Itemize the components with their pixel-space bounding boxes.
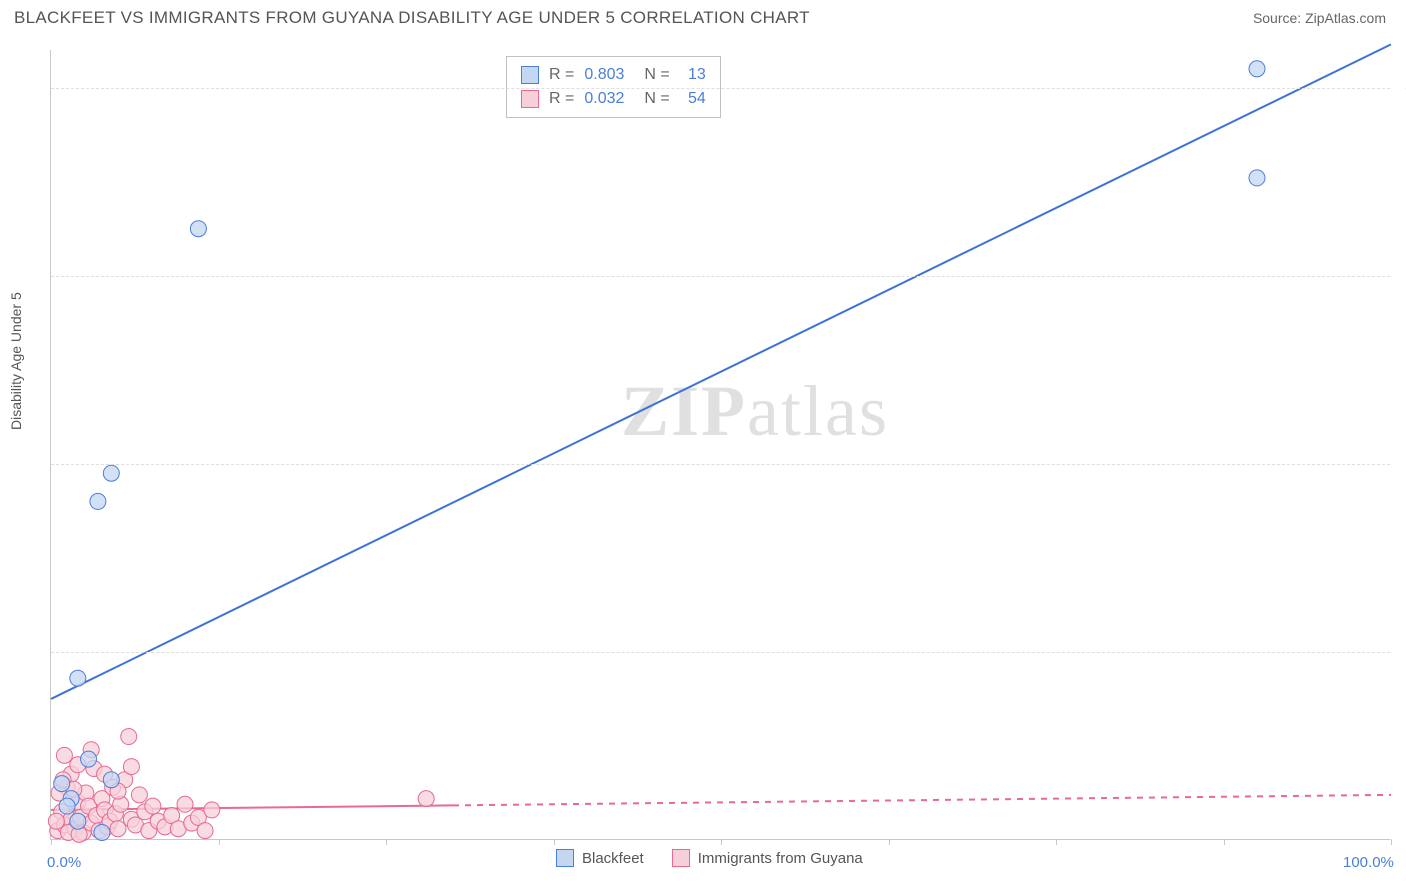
n-label: N = xyxy=(644,63,669,87)
grid-line xyxy=(51,652,1390,653)
xtick-mark xyxy=(386,839,387,845)
stats-row: R = 0.803 N = 13 xyxy=(521,63,706,87)
source-attribution: Source: ZipAtlas.com xyxy=(1253,10,1386,26)
y-axis-label: Disability Age Under 5 xyxy=(8,292,24,430)
grid-line xyxy=(51,464,1390,465)
chart-title: BLACKFEET VS IMMIGRANTS FROM GUYANA DISA… xyxy=(14,8,810,28)
legend-item: Blackfeet xyxy=(556,849,644,867)
legend-swatch xyxy=(556,849,574,867)
series-swatch xyxy=(521,66,539,84)
series-legend: Blackfeet Immigrants from Guyana xyxy=(556,849,863,867)
xtick-mark xyxy=(1056,839,1057,845)
grid-line xyxy=(51,88,1390,89)
r-value: 0.803 xyxy=(584,63,624,87)
n-label: N = xyxy=(644,87,669,111)
n-value: 13 xyxy=(680,63,706,87)
xtick-mark xyxy=(721,839,722,845)
xtick-mark xyxy=(889,839,890,845)
legend-label: Blackfeet xyxy=(582,850,644,867)
xtick-mark xyxy=(51,839,52,845)
chart-plot-area: ZIPatlas R =0.803N =13R =0.032N =54 Blac… xyxy=(50,50,1390,840)
xtick-label: 100.0% xyxy=(1343,854,1394,871)
legend-item: Immigrants from Guyana xyxy=(672,849,863,867)
legend-label: Immigrants from Guyana xyxy=(698,850,863,867)
xtick-label: 0.0% xyxy=(47,854,81,871)
legend-swatch xyxy=(672,849,690,867)
r-label: R = xyxy=(549,63,574,87)
xtick-mark xyxy=(1224,839,1225,845)
stats-row: R = 0.032 N = 54 xyxy=(521,87,706,111)
grid-line xyxy=(51,276,1390,277)
xtick-mark xyxy=(554,839,555,845)
xtick-mark xyxy=(1391,839,1392,845)
n-value: 54 xyxy=(680,87,706,111)
r-value: 0.032 xyxy=(584,87,624,111)
chart-header: BLACKFEET VS IMMIGRANTS FROM GUYANA DISA… xyxy=(0,0,1406,32)
series-swatch xyxy=(521,90,539,108)
scatter-plot-svg xyxy=(51,50,1390,839)
r-label: R = xyxy=(549,87,574,111)
xtick-mark xyxy=(219,839,220,845)
